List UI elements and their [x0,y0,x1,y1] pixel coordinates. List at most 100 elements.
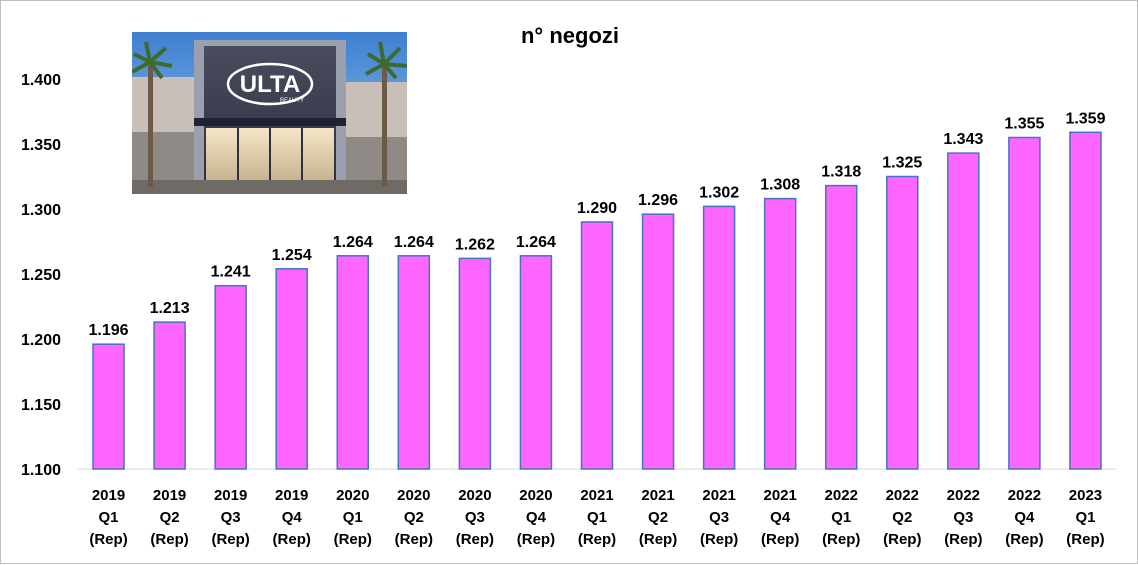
bar [641,213,675,470]
x-tick-label: Q2 [892,509,912,526]
bar [336,255,370,470]
x-tick-label: (Rep) [944,531,982,548]
chart-title: n° negozi [520,23,619,48]
x-tick-label: Q4 [282,509,303,526]
x-tick-label: Q3 [953,509,973,526]
bar [702,205,736,470]
x-tick-label: 2022 [1008,487,1041,504]
y-tick-label: 1.100 [21,462,61,479]
x-tick-label: (Rep) [211,531,249,548]
x-tick-label: Q3 [221,509,241,526]
store-photo: ULTA BEAUTY [132,32,407,194]
x-tick-label: 2021 [580,487,613,504]
x-tick-label: 2021 [763,487,796,504]
y-tick-label: 1.350 [21,137,61,154]
x-tick-label: 2022 [886,487,919,504]
data-label: 1.290 [577,200,617,217]
x-tick-label: 2023 [1069,487,1102,504]
x-tick-label: Q4 [770,509,791,526]
x-tick-label: 2021 [702,487,735,504]
x-tick-label: 2019 [153,487,186,504]
bar [275,268,308,470]
x-tick-label: Q1 [1075,509,1095,526]
bar [397,255,431,470]
data-labels: 1.196 1.213 1.241 1.254 1.264 1.264 1.262 1.264… [89,110,1106,339]
x-tick-label: 2019 [275,487,308,504]
bar [824,184,858,470]
x-tick-label: Q1 [587,509,607,526]
bar [947,152,980,470]
x-tick-label: (Rep) [1066,531,1104,548]
x-tick-label: Q1 [343,509,363,526]
x-tick-label: Q4 [1014,509,1035,526]
y-tick-label: 1.150 [21,397,61,414]
x-tick-label: 2020 [336,487,369,504]
bar [458,257,492,470]
y-tick-label: 1.300 [21,202,61,219]
bar [153,321,186,470]
ulta-logo-subtext: BEAUTY [280,98,304,104]
bar [1008,136,1041,470]
bar [519,255,553,470]
x-tick-label: (Rep) [639,531,677,548]
x-tick-label: Q3 [709,509,729,526]
x-axis: 2019 Q1 (Rep) 2019 Q2 (Rep) 2019 Q3 (Rep) 2019 Q4 (… [89,487,1104,548]
ulta-logo-text: ULTA [240,71,300,98]
x-tick-label: (Rep) [89,531,127,548]
data-label: 1.302 [699,184,739,201]
x-tick-label: 2020 [519,487,552,504]
data-label: 1.343 [943,131,983,148]
bar [92,343,125,470]
x-tick-label: 2019 [92,487,125,504]
x-tick-label: 2019 [214,487,247,504]
bar [580,221,614,470]
data-label: 1.264 [394,234,434,251]
bar [763,197,797,470]
data-label: 1.308 [760,177,800,194]
bar [214,284,247,470]
data-label: 1.262 [455,236,495,253]
y-tick-label: 1.200 [21,332,61,349]
data-label: 1.196 [89,322,129,339]
bar [1069,131,1102,470]
x-tick-label: (Rep) [822,531,860,548]
palm-tree-right-icon [365,41,407,186]
data-label: 1.213 [150,300,190,317]
x-tick-label: (Rep) [395,531,433,548]
x-tick-label: 2021 [641,487,674,504]
data-label: 1.264 [333,234,373,251]
data-label: 1.318 [821,164,861,181]
x-tick-label: (Rep) [334,531,372,548]
x-tick-label: Q2 [160,509,180,526]
bar-series [92,131,1102,470]
data-label: 1.325 [882,155,922,172]
palm-tree-left-icon [132,41,173,187]
x-tick-label: 2020 [397,487,430,504]
x-tick-label: Q2 [404,509,424,526]
x-tick-label: 2020 [458,487,491,504]
data-label: 1.359 [1065,110,1105,127]
x-tick-label: (Rep) [1005,531,1043,548]
data-label: 1.241 [211,264,251,281]
x-tick-label: (Rep) [150,531,188,548]
x-tick-label: (Rep) [883,531,921,548]
x-tick-label: (Rep) [456,531,494,548]
x-tick-label: Q4 [526,509,547,526]
x-tick-label: (Rep) [578,531,616,548]
x-tick-label: (Rep) [273,531,311,548]
x-tick-label: Q3 [465,509,485,526]
data-label: 1.296 [638,192,678,209]
data-label: 1.264 [516,234,556,251]
x-tick-label: (Rep) [761,531,799,548]
x-tick-label: 2022 [825,487,858,504]
x-tick-label: (Rep) [700,531,738,548]
bar [886,175,919,470]
x-tick-label: 2022 [947,487,980,504]
x-tick-label: Q1 [831,509,851,526]
y-tick-label: 1.250 [21,267,61,284]
y-tick-label: 1.400 [21,72,61,89]
y-axis: 1.100 1.150 1.200 1.250 1.300 1.350 1.400 [21,72,61,479]
data-label: 1.254 [272,247,312,264]
x-tick-label: Q2 [648,509,668,526]
